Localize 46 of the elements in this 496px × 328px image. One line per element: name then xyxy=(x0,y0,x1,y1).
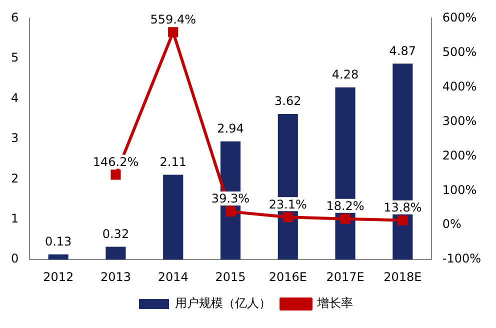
data-label: 3.62 xyxy=(274,94,302,108)
x-tick-label: 2015 xyxy=(215,270,246,284)
bar xyxy=(48,254,68,260)
data-label: 0.32 xyxy=(102,226,130,241)
y2-tick-label: 0% xyxy=(442,217,462,232)
y-tick-label: 3 xyxy=(10,131,19,146)
data-label: 2.94 xyxy=(217,121,244,136)
legend-label: 增长率 xyxy=(316,296,353,310)
point xyxy=(168,27,178,38)
y2-tick-label: 200% xyxy=(442,148,477,162)
data-label: 23.1% xyxy=(268,197,307,212)
y2-tick-label: 500% xyxy=(442,44,477,59)
x-tick-label: 2012 xyxy=(43,270,74,284)
y-tick-label: 2 xyxy=(10,171,19,186)
y2-tick-label: 100% xyxy=(442,182,477,197)
point xyxy=(282,212,293,222)
data-label: 13.8% xyxy=(384,200,422,214)
data-label: 4.28 xyxy=(332,68,359,82)
x-tick-label: 2016E xyxy=(268,270,307,284)
y2-tick-label: -100% xyxy=(442,252,482,266)
data-label: 18.2% xyxy=(326,198,364,213)
y-tick-label: 4 xyxy=(10,90,19,105)
y2-tick-label: 300% xyxy=(442,114,477,128)
x-tick-label: 2013 xyxy=(100,270,131,284)
y-tick-label: 1 xyxy=(10,211,19,226)
bar xyxy=(163,174,184,260)
point xyxy=(225,206,236,217)
y-tick-label: 5 xyxy=(10,50,19,65)
point xyxy=(340,214,350,224)
data-label: 4.87 xyxy=(389,44,416,58)
y-tick-label: 0 xyxy=(10,252,19,266)
point xyxy=(110,170,121,180)
data-label: 39.3% xyxy=(211,192,250,206)
bar xyxy=(106,246,126,260)
x-tick-label: 2014 xyxy=(158,270,188,284)
y2-tick-label: 400% xyxy=(442,79,477,94)
data-label: 146.2% xyxy=(92,154,139,169)
x-tick-label: 2018E xyxy=(384,270,422,284)
data-label: 2.11 xyxy=(160,154,186,169)
y2-tick-label: 600% xyxy=(442,10,477,24)
data-label: 0.13 xyxy=(44,234,72,248)
point xyxy=(398,215,408,226)
y-tick-label: 6 xyxy=(10,10,19,24)
x-tick-label: 2017E xyxy=(326,270,364,284)
data-label: 559.4% xyxy=(150,12,196,26)
legend-label: 用户规模（亿人） xyxy=(175,296,271,310)
